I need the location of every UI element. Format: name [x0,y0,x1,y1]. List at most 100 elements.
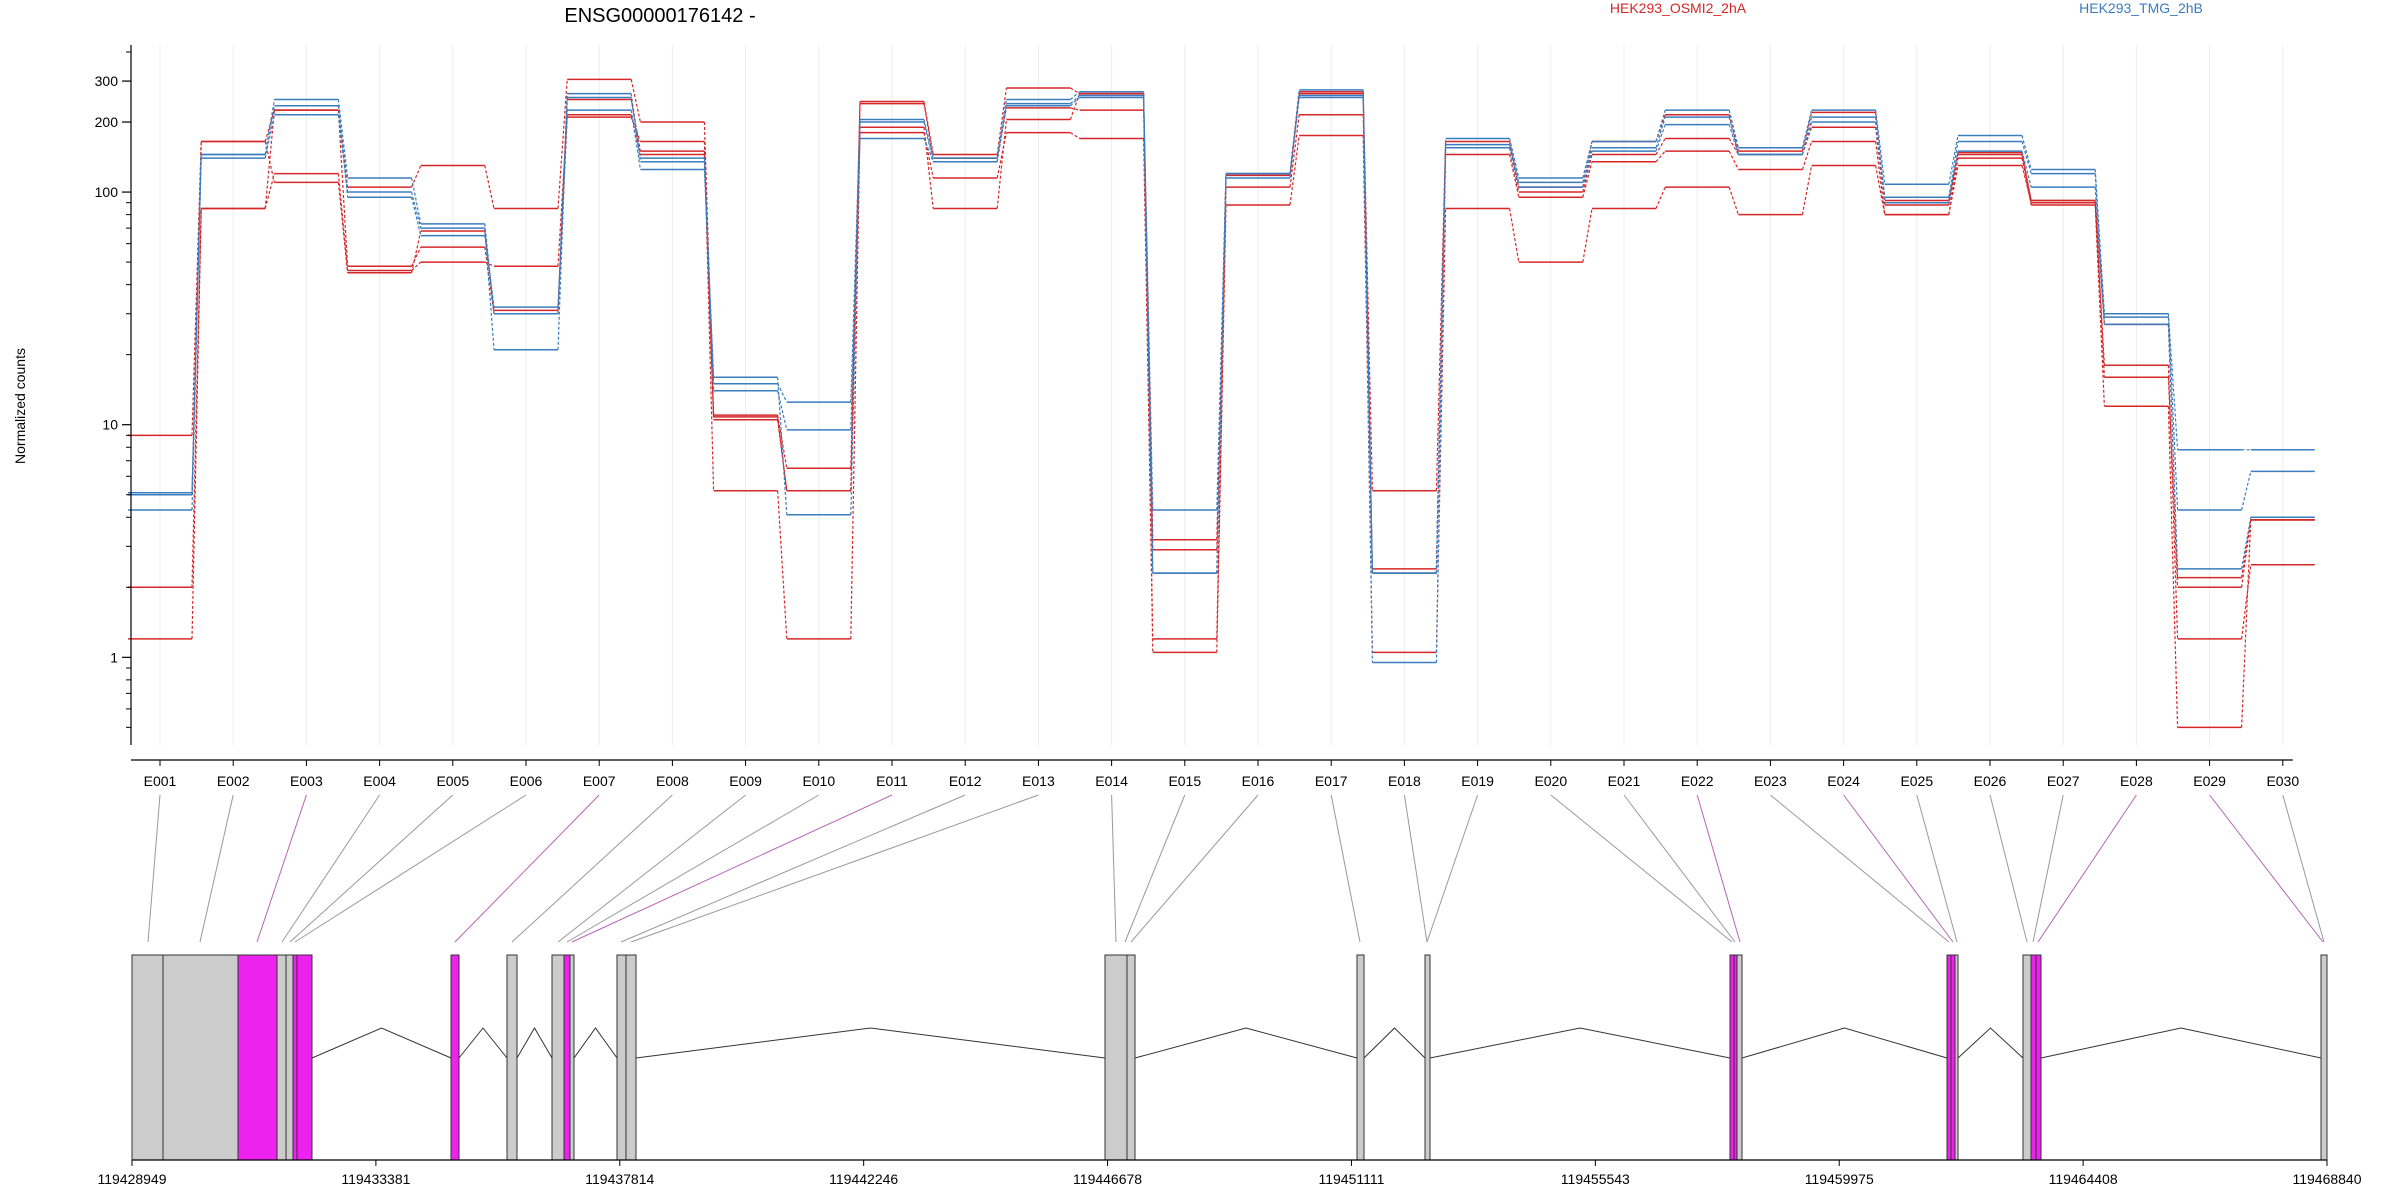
exon-connector [281,794,381,943]
series-connector [1289,93,1300,176]
series-connector [1801,109,1813,148]
x-tick-label: E017 [1315,773,1348,789]
series-connector [1582,141,1593,179]
series-connector [1069,93,1081,120]
series-connector [2094,204,2105,407]
series-connector [1216,204,1227,653]
exon-connector [294,794,527,943]
series-connector [1070,95,1080,105]
series-connector [630,79,641,123]
series-connector [2241,471,2252,511]
series-7 [128,94,2315,574]
series-connector [484,235,495,308]
series-connector [191,208,202,588]
series-connector [2167,317,2179,510]
x-tick-label: E016 [1242,773,1275,789]
x-tick-label: E028 [2120,773,2153,789]
exon-block [131,954,164,1161]
exon-connector [2282,794,2325,943]
series-connector [1948,150,1959,203]
series-connector [2241,564,2252,639]
exon-connector [566,794,820,943]
x-tick-label: E008 [656,773,689,789]
x-tick-label: E001 [144,773,177,789]
x-tick-label: E014 [1095,773,1128,789]
series-lines [128,78,2315,729]
series-3 [128,113,2315,729]
series-connector [850,119,861,403]
series-connector [996,132,1007,179]
exon-connector [557,794,746,943]
series-connector [1582,161,1593,198]
intron-line [516,1027,553,1059]
series-connector [923,127,934,209]
y-tick-label: 300 [95,73,119,89]
exon-connector [620,794,966,943]
exon-block [2320,954,2328,1161]
intron-line [311,1027,452,1059]
series-connector [411,191,422,229]
series-connector [2021,157,2032,206]
exon-block [563,954,571,1161]
exon-connector [1426,794,1479,943]
series-connector [2167,324,2179,569]
exon-connector [1770,794,1950,943]
exon-block [237,954,278,1161]
series-connector [2167,377,2179,588]
series-connector [630,116,641,142]
exon-block [2022,954,2032,1161]
exon-connector [1916,794,1958,943]
intron-line [1429,1027,1731,1059]
series-connector [1728,150,1739,170]
series-connector [1070,132,1080,139]
series-connector [1143,97,1154,574]
series-connector [1728,116,1739,155]
series-4 [128,92,2315,589]
x-tick-label: E010 [802,773,835,789]
series-connector [191,208,202,639]
exon-block [162,954,239,1161]
series-connector [1435,147,1447,574]
exon-connector [1989,794,2028,943]
x-tick-label: E002 [217,773,250,789]
series-connector [2021,150,2032,188]
series-connector [630,110,641,170]
series-connector [1655,124,1666,152]
series-connector [1216,173,1227,574]
series-connector [1801,165,1813,215]
x-tick-label: E026 [1974,773,2007,789]
series-connector [191,154,202,493]
series-connector [1582,147,1593,183]
series-connector [850,122,861,515]
exon-block [1954,954,1959,1161]
series-connector [264,173,275,209]
exon-connector [1330,794,1361,943]
series-connector [484,223,495,314]
series-connector [1655,186,1666,209]
series-connector [264,114,275,159]
exon-connector [511,794,673,943]
y-tick-label: 1 [110,649,118,665]
exon-block [506,954,518,1161]
x-tick-label: E018 [1388,773,1421,789]
series-connector [1582,150,1593,188]
gene-model [131,954,2328,1161]
series-connector [1289,135,1300,206]
series-connector [1070,107,1080,111]
exon-connector [454,794,600,943]
series-connector [2021,135,2032,170]
series-connector [1728,186,1739,215]
exon-block [285,954,294,1161]
legend-label-tmg: HEK293_TMG_2hB [2079,0,2203,16]
series-connector [1509,154,1520,198]
genome-tick-label: 119455543 [1561,1171,1630,1187]
axes: 1 10 100 200 300 E001 E002 E003 E004 E005 E006 E007… [95,45,2299,789]
series-connector [1875,141,1886,215]
exon-connector [1623,794,1736,943]
exon-block [1424,954,1431,1161]
x-tick-label: E027 [2047,773,2080,789]
series-connector [411,261,422,271]
genome-tick-label: 119459975 [1805,1171,1874,1187]
series-connector [923,138,934,162]
